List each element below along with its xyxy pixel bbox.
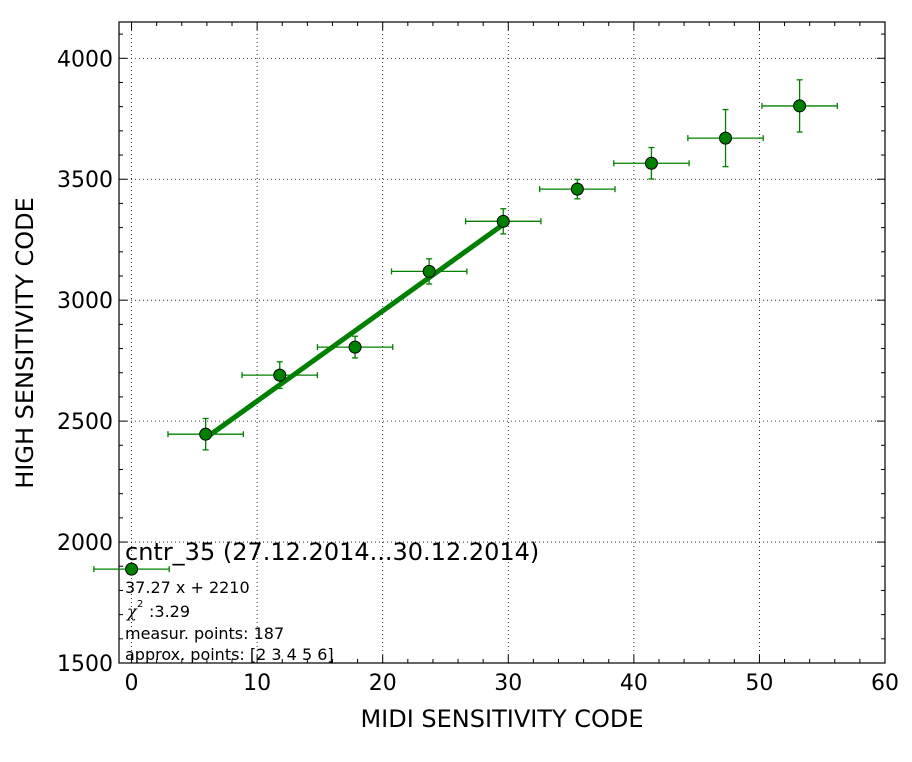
y-tick-label: 4000 bbox=[57, 47, 113, 72]
x-tick-label: 0 bbox=[125, 671, 139, 696]
data-point-marker bbox=[644, 156, 658, 170]
data-point-marker bbox=[719, 131, 733, 145]
annotation-approx-points: approx. points: [2 3 4 5 6] bbox=[125, 645, 334, 664]
data-point bbox=[687, 108, 764, 168]
x-axis-label: MIDI SENSITIVITY CODE bbox=[360, 705, 643, 733]
annotation-title: cntr_35 (27.12.2014...30.12.2014) bbox=[125, 538, 539, 566]
data-point-marker bbox=[348, 340, 362, 354]
fit-line-group bbox=[204, 222, 505, 441]
legend-marker bbox=[93, 562, 170, 576]
x-tick-label: 60 bbox=[871, 671, 899, 696]
annotation-chi-symbol: χ bbox=[126, 602, 138, 621]
data-point bbox=[613, 146, 690, 180]
annotation-chi-value: :3.29 bbox=[149, 602, 190, 621]
annotation-measur-points: measur. points: 187 bbox=[125, 624, 284, 643]
data-point bbox=[316, 335, 394, 359]
data-point bbox=[167, 417, 244, 451]
data-point-marker bbox=[422, 264, 436, 278]
data-point-marker bbox=[273, 368, 287, 382]
x-tick-label: 10 bbox=[243, 671, 271, 696]
annotation-chi-superscript: 2 bbox=[137, 599, 143, 610]
data-point bbox=[390, 258, 468, 285]
axis-ticks: 0 10 20 30 40 50 60 1500 2000 2500 3000 3500 4000 bbox=[57, 22, 899, 696]
grid-lines bbox=[119, 22, 886, 664]
y-tick-label: 1500 bbox=[57, 652, 113, 677]
data-point-marker bbox=[496, 214, 510, 228]
data-point-marker bbox=[199, 427, 213, 441]
data-point-marker bbox=[793, 99, 807, 113]
annotation-formula: 37.27 x + 2210 bbox=[125, 578, 250, 597]
y-tick-label: 3000 bbox=[57, 289, 113, 314]
plot-frame bbox=[118, 21, 886, 664]
fit-line bbox=[204, 222, 505, 441]
data-point-marker bbox=[125, 562, 139, 576]
data-point-marker bbox=[570, 182, 584, 196]
legend-point bbox=[93, 562, 170, 576]
x-tick-label: 50 bbox=[745, 671, 773, 696]
y-tick-label: 2000 bbox=[57, 531, 113, 556]
y-tick-label: 3500 bbox=[57, 168, 113, 193]
y-tick-label: 2500 bbox=[57, 410, 113, 435]
x-tick-label: 20 bbox=[369, 671, 397, 696]
data-point bbox=[761, 79, 838, 133]
data-point bbox=[241, 361, 319, 390]
data-point bbox=[539, 178, 616, 200]
x-tick-label: 40 bbox=[620, 671, 648, 696]
x-tick-label: 30 bbox=[494, 671, 522, 696]
y-axis-label: HIGH SENSITIVITY CODE bbox=[11, 197, 39, 489]
data-points bbox=[167, 79, 838, 451]
data-point bbox=[464, 208, 542, 235]
